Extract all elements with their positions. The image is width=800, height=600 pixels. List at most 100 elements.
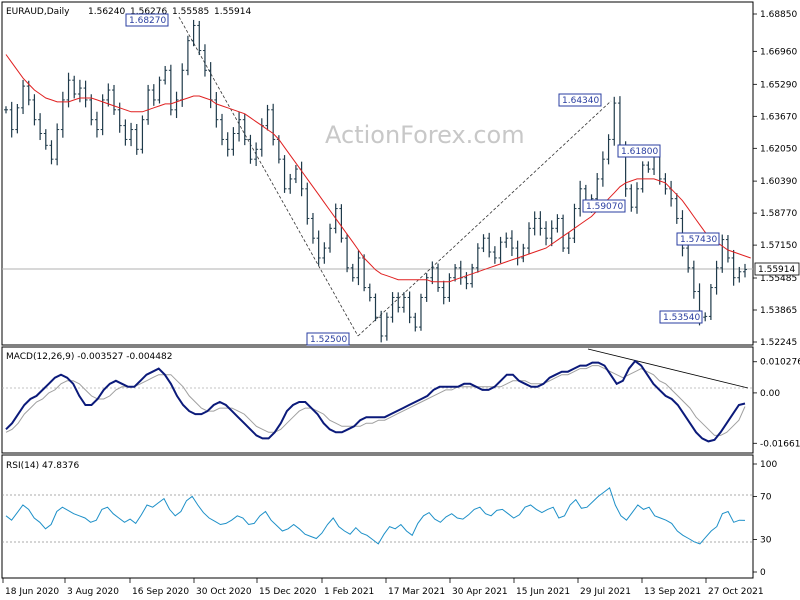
price-bar	[339, 204, 344, 243]
price-bar	[526, 222, 531, 255]
price-bar	[4, 106, 8, 114]
price-bar	[538, 211, 543, 236]
price-bar	[202, 44, 207, 77]
price-panel-frame	[1, 1, 754, 346]
macd-y-tick-label: 0.010276	[760, 358, 800, 368]
rsi-y-tick-label: 30	[760, 536, 772, 546]
price-bar	[248, 134, 253, 164]
x-tick-label: 27 Oct 2021	[708, 587, 764, 597]
price-y-tick-label: 1.62050	[760, 144, 797, 154]
price-bar	[305, 182, 310, 225]
price-bar	[9, 101, 14, 138]
price-bar	[293, 164, 298, 184]
price-bar	[436, 263, 441, 292]
price-bar	[430, 261, 435, 285]
ohlc-low: 1.55585	[172, 7, 209, 17]
macd-panel-frame	[1, 346, 754, 454]
macd-y-tick-label: 0.00	[760, 389, 780, 399]
ohlc-close: 1.55914	[214, 7, 251, 17]
rsi-y-tick-label: 0	[760, 568, 766, 578]
x-axis: 18 Jun 2020 3 Aug 2020 16 Sep 2020 30 Oct 2…	[2, 578, 764, 597]
price-annotation-label: 1.57430	[680, 235, 717, 245]
price-bar	[60, 91, 65, 138]
watermark: ActionForex.com	[325, 121, 525, 149]
price-annotation-label: 1.64340	[562, 96, 599, 106]
price-bar	[544, 221, 549, 246]
current-price-tag	[754, 262, 800, 276]
price-bar	[316, 230, 321, 266]
price-bar	[504, 232, 509, 248]
price-bar	[578, 180, 583, 217]
price-bar	[254, 142, 259, 167]
price-bar	[225, 132, 230, 157]
price-bar	[572, 203, 577, 244]
price-bar	[112, 84, 117, 115]
price-bar	[549, 220, 554, 247]
rsi-y-tick-label: 70	[760, 492, 772, 502]
price-bars	[4, 19, 747, 343]
price-bar	[55, 123, 60, 166]
price-bar	[242, 113, 247, 146]
price-annotation: 1.57430	[676, 232, 720, 246]
price-annotation-label: 1.52500	[310, 335, 347, 345]
price-bar	[612, 96, 617, 146]
price-y-tick-label: 1.58770	[760, 209, 797, 219]
price-bar	[271, 103, 276, 146]
price-panel: ActionForex.com EURAUD,Daily 1.56240 1.5…	[1, 1, 800, 348]
macd-trend-line	[587, 348, 749, 389]
x-tick-label: 17 Mar 2021	[388, 587, 445, 597]
price-bar	[185, 35, 190, 76]
price-annotation: 1.68270	[125, 13, 169, 27]
rsi-panel-frame	[1, 454, 754, 579]
price-bar	[674, 193, 679, 224]
price-bar	[322, 242, 327, 264]
price-bar	[134, 124, 139, 155]
rsi-y-tick-label: 100	[760, 460, 777, 470]
price-annotation: 1.52500	[306, 332, 350, 346]
price-bar	[89, 94, 94, 126]
price-bar	[470, 263, 475, 288]
price-annotation: 1.64340	[558, 93, 602, 107]
price-bar	[595, 173, 600, 205]
rsi-line	[5, 486, 746, 545]
price-bar	[714, 260, 719, 295]
price-bar	[168, 64, 173, 116]
price-bar	[140, 115, 145, 154]
price-bar	[350, 263, 355, 282]
x-tick-label: 18 Jun 2020	[5, 587, 59, 597]
price-bar	[282, 155, 287, 193]
price-y-tick-label: 1.60390	[760, 177, 797, 187]
price-y-tick-label: 1.53865	[760, 306, 797, 316]
macd-y-tick-label: -0.016617	[760, 439, 800, 449]
price-annotation: 1.53540	[659, 310, 703, 324]
price-bar	[390, 292, 395, 323]
price-bar	[129, 122, 134, 147]
price-y-tick-label: 1.52245	[760, 338, 797, 348]
price-bar	[106, 83, 111, 107]
rsi-y-axis: 100 70 30 0	[753, 460, 777, 578]
price-bar	[413, 312, 418, 332]
price-bar	[151, 84, 156, 106]
price-bar	[401, 292, 406, 313]
price-annotation: 1.61800	[617, 144, 661, 158]
rsi-panel: RSI(14) 47.8376 100 70 30 0	[1, 454, 777, 579]
price-bar	[725, 235, 730, 263]
ohlc-open: 1.56240	[88, 7, 125, 17]
price-bar	[731, 249, 736, 286]
price-bar	[197, 20, 202, 56]
price-bar	[703, 312, 708, 322]
price-bar	[424, 273, 429, 302]
price-bar	[743, 263, 747, 278]
price-annotation-label: 1.68270	[129, 16, 166, 26]
price-bar	[72, 75, 77, 99]
x-tick-label: 15 Jun 2021	[516, 587, 570, 597]
symbol-title: EURAUD,Daily	[6, 7, 70, 17]
x-tick-label: 30 Oct 2020	[196, 587, 252, 597]
price-bar	[265, 104, 270, 131]
price-bar	[566, 232, 571, 254]
current-price-label: 1.55914	[758, 265, 795, 275]
macd-y-axis: 0.010276 0.00 -0.016617	[753, 358, 800, 449]
x-tick-label: 15 Dec 2020	[259, 587, 317, 597]
price-annotation: 1.59070	[582, 199, 626, 213]
